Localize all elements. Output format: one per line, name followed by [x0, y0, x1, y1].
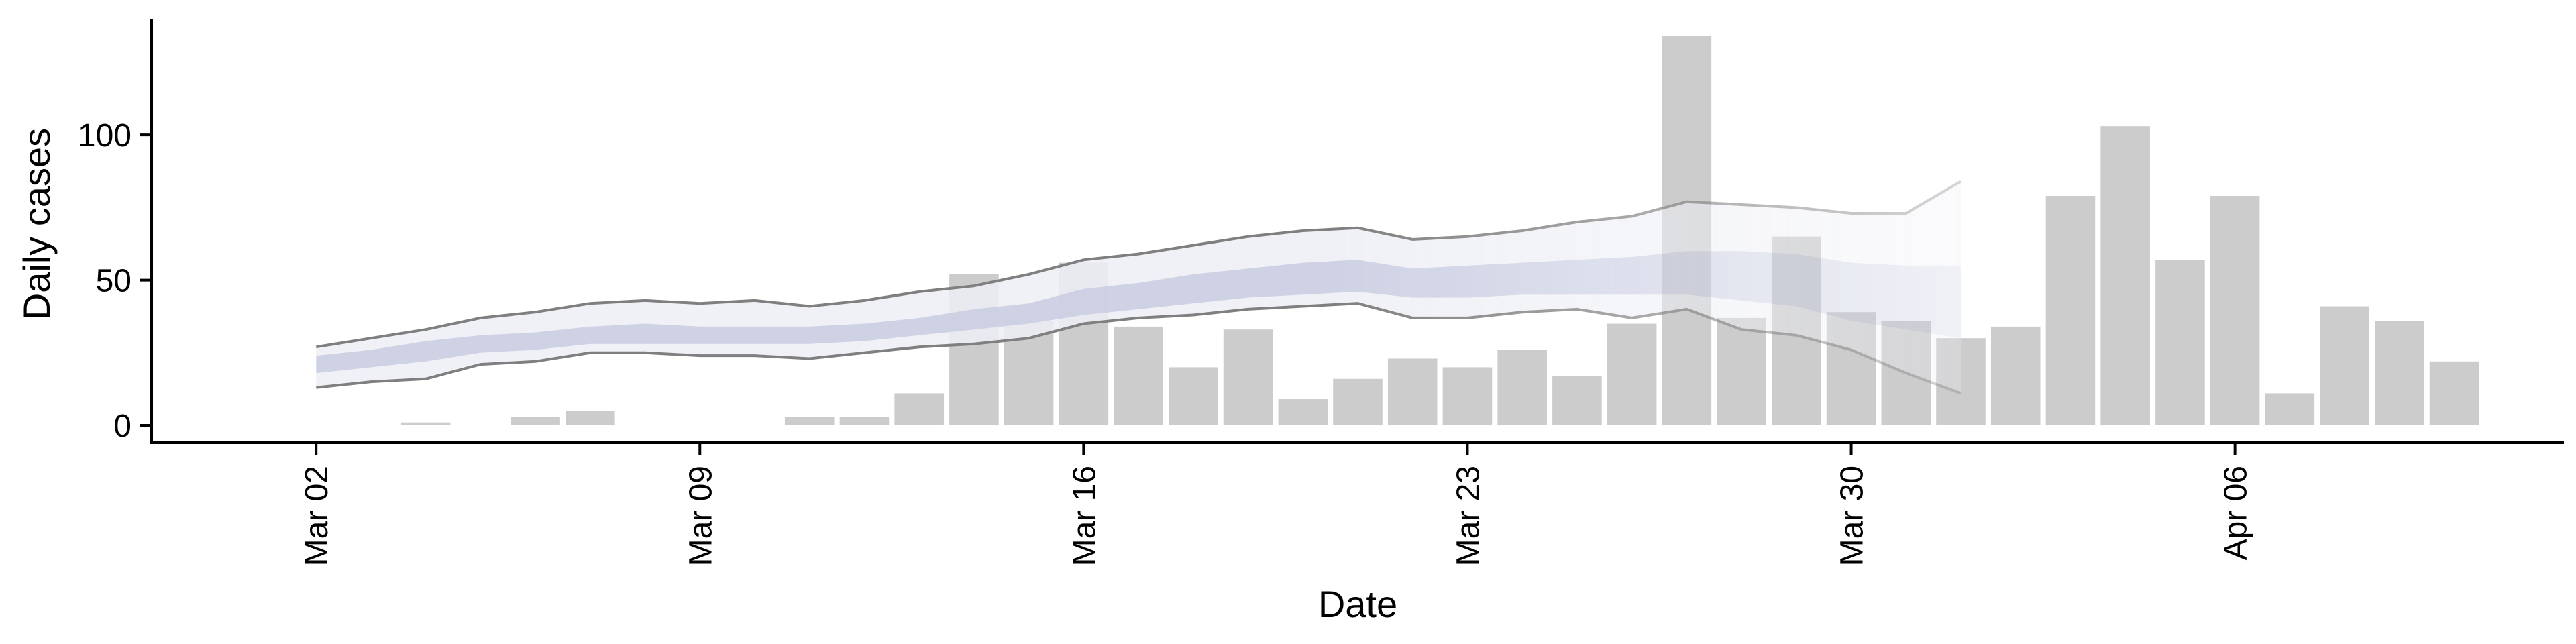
- inner-interval-band: [316, 251, 1962, 374]
- y-tick-label: 0: [113, 409, 131, 444]
- bar-2020-03-11: [784, 417, 835, 426]
- x-tick-label: Apr 06: [2218, 466, 2254, 560]
- lower-bound-line: [315, 302, 1962, 395]
- bar-2020-04-06: [2210, 196, 2260, 426]
- y-tick-label: 50: [96, 264, 131, 299]
- bar-2020-03-28: [1717, 317, 1766, 426]
- y-axis-title: Daily cases: [15, 128, 58, 320]
- bar-2020-03-21: [1333, 378, 1383, 426]
- bar-2020-03-20: [1278, 399, 1328, 426]
- bar-2020-03-19: [1223, 329, 1273, 426]
- bar-2020-03-12: [839, 417, 890, 426]
- x-axis-ticks: Mar 02 Mar 09 Mar 16 Mar 23 Mar 30 Apr 06: [299, 443, 2254, 566]
- bar-2020-03-04: [400, 422, 451, 426]
- bar-2020-04-04: [2100, 126, 2150, 426]
- bar-2020-03-25: [1552, 376, 1602, 426]
- bar-2020-04-09: [2375, 321, 2424, 426]
- bar-2020-04-07: [2265, 393, 2315, 426]
- x-tick-label: Mar 16: [1067, 466, 1102, 566]
- bar-2020-03-18: [1169, 367, 1218, 426]
- bar-2020-03-26: [1607, 323, 1657, 426]
- bar-2020-04-03: [2045, 196, 2096, 426]
- bar-2020-03-22: [1387, 358, 1438, 426]
- y-tick-label: 100: [78, 118, 131, 154]
- bar-2020-03-07: [566, 411, 615, 426]
- bar-2020-03-13: [894, 393, 944, 426]
- y-axis-ticks: 0 50 100: [78, 118, 152, 444]
- projection-band: [315, 180, 1962, 395]
- bar-2020-03-24: [1497, 350, 1547, 426]
- bar-2020-04-08: [2320, 306, 2369, 426]
- bars-layer: [400, 36, 2479, 426]
- bar-2020-04-05: [2155, 260, 2205, 426]
- bar-2020-03-23: [1442, 367, 1493, 426]
- bar-2020-03-06: [511, 417, 560, 426]
- x-tick-label: Mar 23: [1450, 466, 1486, 566]
- x-tick-label: Mar 30: [1835, 466, 1870, 566]
- x-tick-label: Mar 09: [683, 466, 718, 566]
- axes: 0 50 100 Mar 02 Mar 09 Mar 16 Mar 23 Mar 30 Apr…: [15, 19, 2564, 625]
- bar-2020-03-17: [1114, 326, 1163, 426]
- bar-2020-04-10: [2429, 361, 2479, 426]
- bar-2020-04-02: [1990, 326, 2041, 426]
- x-axis-title: Date: [1318, 583, 1397, 625]
- x-tick-label: Mar 02: [299, 466, 335, 566]
- upper-bound-line: [315, 180, 1962, 349]
